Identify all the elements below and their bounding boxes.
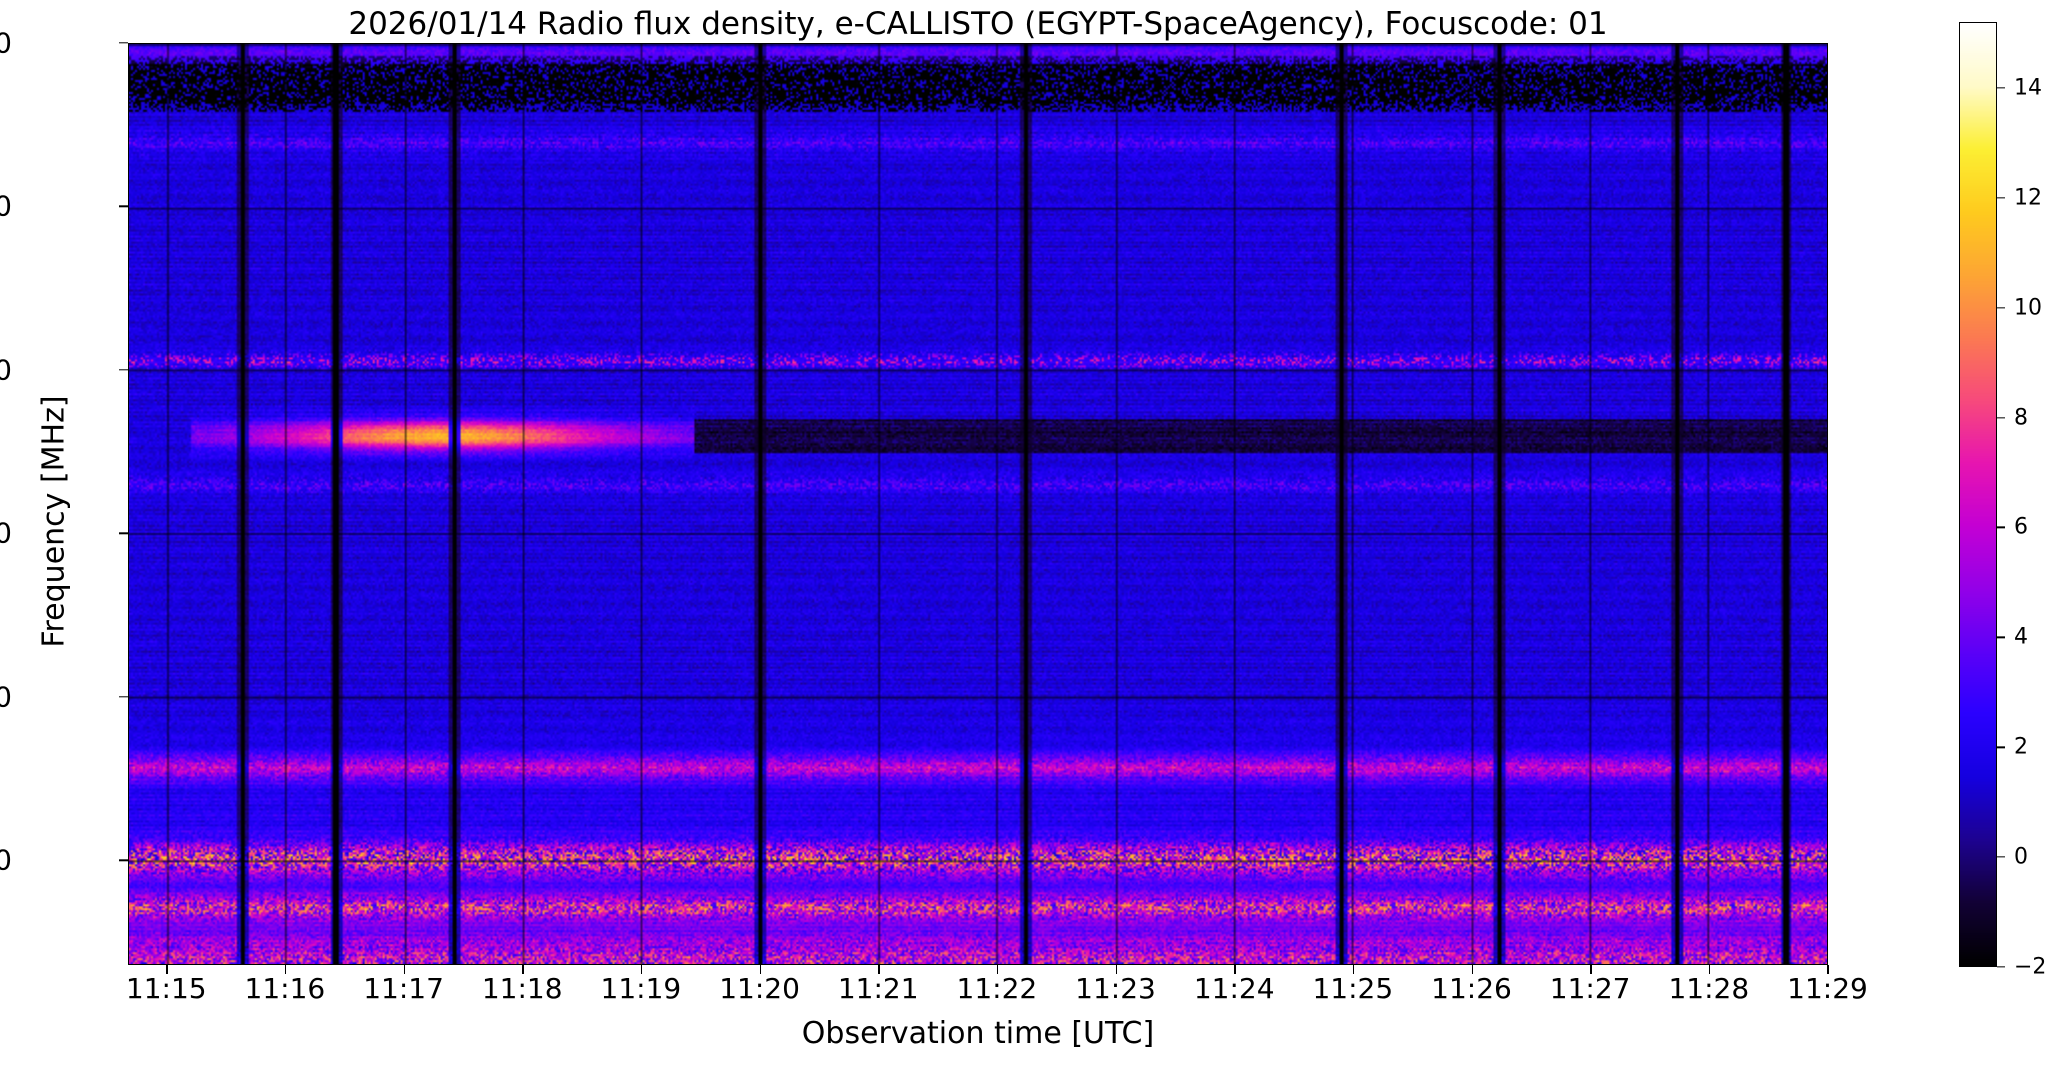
x-tick-mark	[1590, 965, 1592, 974]
x-tick-label: 11:16	[244, 972, 326, 1005]
x-tick-label: 11:15	[125, 972, 207, 1005]
spectrogram-heatmap	[129, 44, 1827, 964]
x-tick-mark	[1471, 965, 1473, 974]
colorbar-tick-mark	[1997, 307, 2005, 309]
colorbar-tick-mark	[1997, 526, 2005, 529]
y-axis-label: Frequency [MHz]	[36, 395, 72, 648]
x-tick-mark	[759, 965, 761, 974]
colorbar-tick-mark	[1997, 416, 2005, 419]
x-tick-mark	[1234, 965, 1236, 974]
x-tick-label: 11:29	[1787, 972, 1868, 1005]
x-tick-label: 11:28	[1668, 972, 1750, 1005]
colorbar-tick-label: 12	[2014, 185, 2042, 211]
y-tick-mark	[119, 859, 128, 862]
x-tick-label: 11:26	[1431, 972, 1512, 1005]
x-tick-mark	[1708, 965, 1711, 974]
colorbar-tick-label: 2	[2014, 734, 2028, 760]
y-tick-mark	[119, 205, 128, 208]
x-axis-label: Observation time [UTC]	[801, 1016, 1155, 1051]
colorbar-tick-label: 6	[2014, 514, 2028, 540]
y-tick-label: 200	[0, 680, 12, 714]
x-tick-label: 11:23	[1075, 972, 1156, 1005]
x-tick-label: 11:18	[481, 972, 563, 1005]
x-tick-mark	[878, 965, 880, 974]
x-tick-mark	[522, 965, 524, 974]
x-tick-mark	[996, 965, 999, 974]
colorbar-tick-mark	[1997, 87, 2005, 89]
x-tick-label: 11:22	[956, 972, 1038, 1005]
y-tick-label: 250	[0, 516, 12, 550]
colorbar-tick-label: 10	[2014, 295, 2042, 321]
colorbar-tick-label: −2	[2014, 954, 2047, 980]
y-tick-mark	[119, 42, 128, 44]
colorbar-tick-mark	[1997, 856, 2005, 858]
x-tick-label: 11:25	[1312, 972, 1394, 1005]
colorbar-tick-mark	[1997, 966, 2005, 968]
x-tick-label: 11:21	[837, 972, 919, 1005]
page-title: 2026/01/14 Radio flux density, e-CALLIST…	[348, 6, 1608, 42]
y-tick-label: 350	[0, 189, 12, 223]
y-tick-mark	[119, 696, 128, 698]
colorbar-tick-label: 14	[2014, 75, 2042, 101]
colorbar-tick-label: 0	[2014, 844, 2028, 870]
colorbar-tick-mark	[1997, 746, 2005, 748]
x-tick-mark	[284, 965, 287, 974]
x-tick-label: 11:19	[600, 972, 682, 1005]
y-tick-label: 150	[0, 843, 12, 877]
y-tick-label: 400	[0, 26, 12, 60]
y-tick-mark	[119, 369, 128, 371]
x-tick-mark	[1352, 965, 1355, 974]
x-tick-mark	[166, 965, 168, 974]
y-tick-label: 300	[0, 353, 12, 387]
x-tick-label: 11:17	[363, 972, 444, 1005]
colorbar	[1959, 22, 1997, 967]
x-tick-mark	[403, 965, 405, 974]
colorbar-tick-mark	[1997, 197, 2005, 199]
x-tick-mark	[1115, 965, 1117, 974]
colorbar-tick-mark	[1997, 636, 2005, 638]
spectrogram-axes[interactable]	[128, 43, 1828, 965]
y-tick-mark	[119, 532, 128, 535]
x-tick-mark	[1827, 965, 1829, 974]
x-tick-label: 11:24	[1193, 972, 1275, 1005]
colorbar-tick-label: 8	[2014, 405, 2028, 431]
x-tick-mark	[640, 965, 643, 974]
x-tick-label: 11:20	[719, 972, 800, 1005]
colorbar-gradient	[1960, 23, 1996, 966]
colorbar-tick-label: 4	[2014, 624, 2028, 650]
x-tick-label: 11:27	[1549, 972, 1631, 1005]
